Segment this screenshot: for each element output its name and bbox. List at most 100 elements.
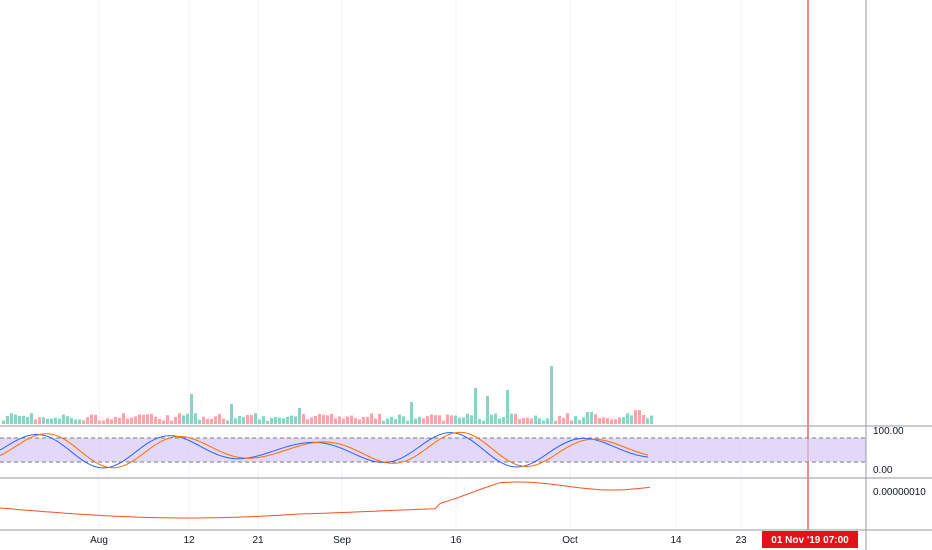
volume-bar [94, 414, 97, 424]
volume-bar [538, 418, 541, 424]
volume-bar [370, 413, 373, 424]
time-axis[interactable]: Aug 12 21 Sep 16 Oct 14 23 01 Nov '19 07:00 [90, 531, 858, 548]
volume-bar [306, 419, 309, 424]
volume-bar [310, 417, 313, 424]
volume-bar [614, 419, 617, 424]
volume-bar [634, 410, 637, 424]
volume-bar [474, 388, 477, 424]
volume-bar [130, 417, 133, 424]
volume-bar [426, 416, 429, 424]
volume-bar [122, 413, 125, 424]
volume-bar [202, 416, 205, 424]
x-cursor-tag[interactable] [762, 531, 858, 548]
x-cursor-label: 01 Nov '19 07:00 [771, 535, 849, 546]
volume-bar [542, 420, 545, 424]
volume-bar [98, 420, 101, 424]
volume-bar [550, 366, 553, 424]
volume-bar [574, 416, 577, 424]
volume-bar [82, 420, 85, 424]
volume-bar [274, 416, 277, 424]
x-tick-label: 23 [735, 535, 747, 546]
volume-bar [622, 417, 625, 424]
volume-bar [418, 416, 421, 424]
volume-bar [178, 413, 181, 424]
volume-bar [222, 418, 225, 424]
volume-bar [514, 413, 517, 424]
volume-bar [138, 414, 141, 424]
volume-bar [226, 420, 229, 424]
volume-bar [358, 419, 361, 424]
volume-bar [134, 416, 137, 424]
volume-bar [630, 415, 633, 424]
volume-bar [206, 418, 209, 424]
volume-bar [270, 417, 273, 424]
volume-bar [74, 419, 77, 424]
volume-bar [62, 414, 65, 424]
volume-bar [330, 413, 333, 424]
volume-bar [170, 420, 173, 424]
volume-bar [410, 402, 413, 424]
volume-bar [470, 415, 473, 424]
volume-bar [334, 418, 337, 424]
volume-bar [86, 417, 89, 424]
volume-bar [446, 414, 449, 424]
volume-bar [626, 413, 629, 424]
volume-bar [434, 415, 437, 424]
volume-bar [494, 413, 497, 424]
x-tick-label: 21 [252, 535, 264, 546]
volume-bar [650, 415, 653, 424]
volume-bar [462, 417, 465, 424]
volume-bar [602, 417, 605, 424]
volume-bar [326, 415, 329, 424]
volume-bar [294, 416, 297, 424]
stoch-d [0, 431, 649, 469]
volume-bar [150, 413, 153, 424]
volume-bar [598, 418, 601, 424]
volume-bar [254, 413, 257, 424]
volume-bar [230, 404, 233, 424]
lower-indicator-pane [0, 477, 932, 531]
volume-bar [586, 412, 589, 424]
volume-bar [190, 394, 193, 424]
volume-bar [638, 410, 641, 424]
volume-bar [534, 415, 537, 424]
volume-bar [554, 420, 557, 424]
volume-bar [386, 418, 389, 424]
volume-bar [442, 420, 445, 424]
volume-bar [402, 416, 405, 424]
volume-bar [114, 417, 117, 424]
volume-bar [382, 420, 385, 424]
volume-bar [398, 414, 401, 424]
volume-bar [234, 418, 237, 424]
volume-bar [218, 414, 221, 424]
volume-bar [466, 413, 469, 424]
volume-bar [422, 418, 425, 424]
volume-bar [486, 396, 489, 424]
volume-bar [318, 414, 321, 424]
volume-bar [110, 419, 113, 424]
volume-bar [642, 414, 645, 424]
volume-bar [198, 419, 201, 424]
volume-bar [506, 390, 509, 424]
volume-bar [430, 414, 433, 424]
volume-bar [102, 420, 105, 424]
volume-bar [54, 417, 57, 424]
volume-bar [258, 419, 261, 424]
volume-bar [510, 413, 513, 424]
volume-bar [362, 417, 365, 424]
volume-bar [374, 418, 377, 424]
volume-bar [154, 416, 157, 424]
volume-bar [342, 418, 345, 424]
volume-bar [530, 418, 533, 424]
volume-bar [582, 417, 585, 424]
volume-bar [2, 420, 5, 424]
volume-bar [498, 418, 501, 424]
volume-bar [558, 415, 561, 424]
x-tick-label: Oct [562, 535, 578, 546]
volume-bar [50, 418, 53, 424]
volume-bar [502, 417, 505, 424]
volume-bar [174, 417, 177, 424]
volume-bar [30, 413, 33, 424]
